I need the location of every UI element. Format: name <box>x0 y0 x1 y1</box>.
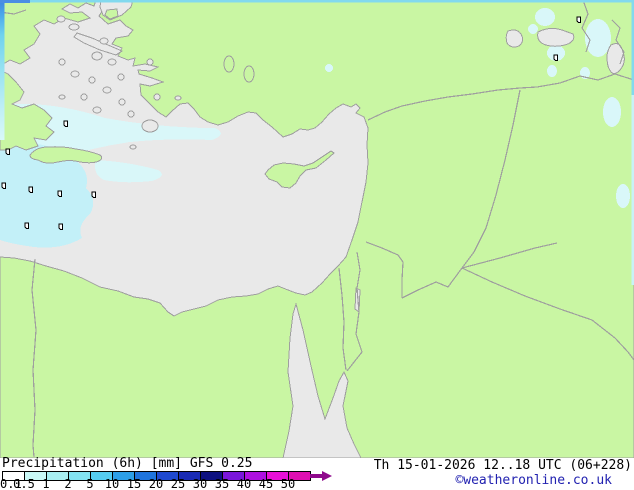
country-borders <box>0 0 634 458</box>
legend-tick-label: 45 <box>258 477 274 490</box>
legend-colorbar <box>2 470 332 482</box>
weather-map-canvas <box>0 0 634 458</box>
inland-waters <box>99 0 625 458</box>
edge-precip-strips <box>0 0 634 285</box>
lake-van <box>537 27 575 47</box>
lake-tuz <box>505 29 524 48</box>
legend-tick-label: 35 <box>214 477 230 490</box>
legend-tick-labels: 0.1 0.5 1 2 5 10 15 20 25 30 35 40 45 50 <box>0 478 380 490</box>
legend-tick-label: 0.1 <box>0 477 22 490</box>
legend-tick-label: 5 <box>86 477 94 490</box>
red-sea <box>282 302 362 458</box>
copyright-text: ©weatheronline.co.uk <box>455 473 612 488</box>
island-cyprus <box>264 150 335 189</box>
precip-area-northeast <box>325 8 630 208</box>
lake-egirdir <box>243 65 255 83</box>
legend-tick-label: 15 <box>126 477 142 490</box>
legend-tick-label: 2 <box>64 477 72 490</box>
island-crete <box>29 146 103 164</box>
legend-bar: Precipitation (6h) [mm] GFS 0.25 0.1 0.5 1… <box>0 456 634 490</box>
lake-beysehir <box>223 55 235 73</box>
legend-title: Precipitation (6h) [mm] GFS 0.25 <box>2 456 253 471</box>
legend-tick-label: 0.5 <box>13 477 35 490</box>
legend-tick-label: 20 <box>148 477 164 490</box>
map-svg <box>0 0 634 458</box>
legend-tick-label: 25 <box>170 477 186 490</box>
land-west-greece-peloponnese <box>0 69 55 151</box>
forecast-datetime: Th 15-01-2026 12..18 UTC (06+228) <box>373 458 632 473</box>
legend-tick-label: 40 <box>236 477 252 490</box>
legend-arrow-icon <box>322 471 332 481</box>
land-anatolia-middle-east-africa <box>0 0 634 458</box>
legend-tick-label: 10 <box>104 477 120 490</box>
legend-arrow-tail <box>310 474 322 478</box>
aegean-islands <box>56 15 182 150</box>
legend-tick-label: 30 <box>192 477 208 490</box>
legend-tick-label: 50 <box>280 477 296 490</box>
marmara-island <box>104 8 119 20</box>
legend-tick-label: 1 <box>42 477 50 490</box>
